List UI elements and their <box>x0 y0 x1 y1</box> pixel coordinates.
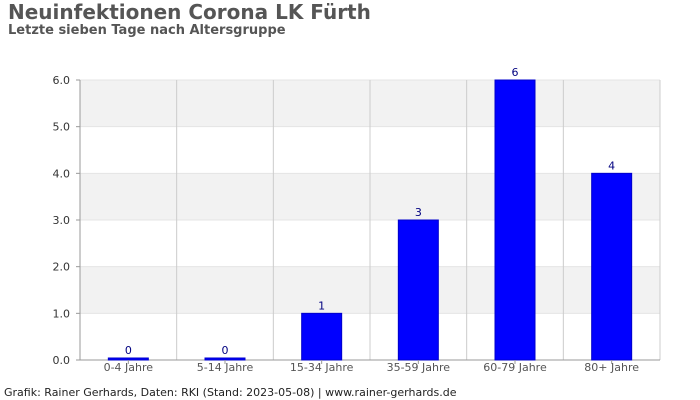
y-tick-label: 3.0 <box>53 214 71 227</box>
data-label: 0 <box>125 344 132 357</box>
y-tick-label: 6.0 <box>53 74 71 87</box>
x-tick-label: 35-59 Jahre <box>387 361 451 374</box>
x-tick-label: 5-14 Jahre <box>197 361 254 374</box>
bar <box>494 79 536 361</box>
chart-title: Neuinfektionen Corona LK Fürth <box>8 0 371 24</box>
data-label: 1 <box>318 299 325 312</box>
x-tick-label: 15-34 Jahre <box>290 361 354 374</box>
bar <box>591 172 633 361</box>
data-label: 3 <box>415 206 422 219</box>
bar <box>204 357 246 361</box>
y-tick-label: 5.0 <box>53 121 71 134</box>
bar <box>301 312 343 361</box>
data-label: 4 <box>608 159 615 172</box>
y-tick-label: 4.0 <box>53 167 71 180</box>
y-tick-label: 1.0 <box>53 307 71 320</box>
x-tick-label: 60-79 Jahre <box>483 361 547 374</box>
bar <box>397 219 439 361</box>
chart-subtitle: Letzte sieben Tage nach Altersgruppe <box>8 23 286 38</box>
footer-credits: Grafik: Rainer Gerhards, Daten: RKI (Sta… <box>4 386 457 399</box>
data-label: 6 <box>512 66 519 79</box>
x-tick-label: 80+ Jahre <box>584 361 639 374</box>
y-tick-label: 0.0 <box>53 354 71 367</box>
bar <box>107 357 149 361</box>
x-tick-label: 0-4 Jahre <box>104 361 154 374</box>
y-tick-label: 2.0 <box>53 261 71 274</box>
data-label: 0 <box>222 344 229 357</box>
